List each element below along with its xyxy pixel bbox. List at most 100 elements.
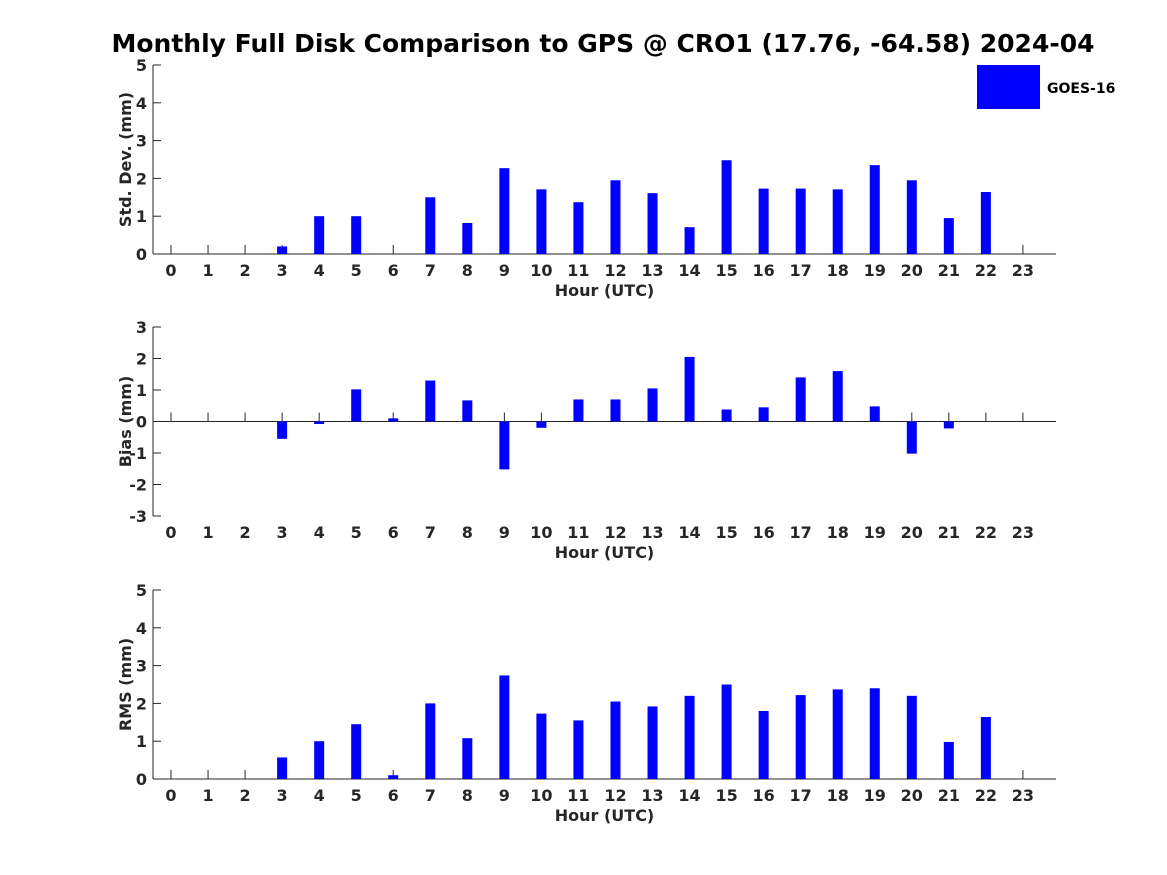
x-tick-label: 4 <box>314 261 325 280</box>
y-axis-label: Std. Dev. (mm) <box>116 92 135 227</box>
bar <box>758 407 769 422</box>
bar <box>314 421 325 425</box>
bar <box>536 189 547 254</box>
bar <box>758 710 769 779</box>
x-tick-label: 10 <box>530 261 552 280</box>
bar <box>425 380 436 422</box>
y-axis-label: RMS (mm) <box>116 638 135 731</box>
y-tick-label: 2 <box>136 694 147 713</box>
y-tick-label: 4 <box>136 94 147 113</box>
bar <box>462 400 473 422</box>
x-tick-label: 21 <box>938 786 960 805</box>
y-tick-label: 0 <box>136 245 147 264</box>
y-tick-label: 0 <box>136 413 147 432</box>
x-tick-label: 2 <box>240 261 251 280</box>
bar <box>943 741 954 779</box>
x-tick-label: 7 <box>425 261 436 280</box>
bar <box>314 741 325 779</box>
bar <box>906 695 917 779</box>
bar <box>462 738 473 779</box>
bar <box>610 701 621 779</box>
bar <box>980 192 991 254</box>
bar <box>684 356 695 422</box>
bar <box>906 180 917 254</box>
y-tick-label: 0 <box>136 770 147 789</box>
x-tick-label: 19 <box>864 261 886 280</box>
bar <box>499 421 510 470</box>
x-tick-label: 8 <box>462 786 473 805</box>
bar <box>832 689 843 779</box>
y-tick-label: 4 <box>136 619 147 638</box>
bar <box>721 684 732 779</box>
x-tick-label: 18 <box>827 786 849 805</box>
bar <box>499 675 510 779</box>
bar <box>647 193 658 254</box>
x-tick-label: 13 <box>641 261 663 280</box>
bar <box>906 421 917 454</box>
x-tick-label: 1 <box>202 786 213 805</box>
y-axis-label: Bias (mm) <box>116 376 135 468</box>
bar <box>721 409 732 422</box>
x-tick-label: 17 <box>790 261 812 280</box>
x-tick-label: 22 <box>975 523 997 542</box>
x-axis-label: Hour (UTC) <box>555 281 655 300</box>
bar <box>425 197 436 254</box>
y-tick-label: 3 <box>136 132 147 151</box>
x-tick-label: 7 <box>425 523 436 542</box>
x-tick-label: 1 <box>202 261 213 280</box>
x-axis-label: Hour (UTC) <box>555 543 655 562</box>
x-tick-label: 6 <box>388 523 399 542</box>
x-tick-label: 23 <box>1012 523 1034 542</box>
x-tick-label: 19 <box>864 786 886 805</box>
y-tick-label: 1 <box>136 381 147 400</box>
x-tick-label: 16 <box>753 786 775 805</box>
bar <box>610 399 621 422</box>
bar <box>351 216 362 254</box>
bar <box>462 223 473 254</box>
x-tick-label: 1 <box>202 523 213 542</box>
bar <box>647 388 658 422</box>
x-tick-label: 3 <box>277 523 288 542</box>
bar <box>277 421 288 439</box>
bar <box>758 188 769 254</box>
bar <box>351 724 362 779</box>
x-tick-label: 13 <box>641 786 663 805</box>
y-tick-label: -1 <box>129 444 147 463</box>
x-tick-label: 13 <box>641 523 663 542</box>
y-tick-label: 1 <box>136 207 147 226</box>
x-tick-label: 0 <box>165 786 176 805</box>
x-tick-label: 2 <box>240 523 251 542</box>
y-tick-label: -2 <box>129 476 147 495</box>
x-tick-label: 10 <box>530 523 552 542</box>
y-tick-label: -3 <box>129 507 147 526</box>
bar <box>684 227 695 254</box>
x-tick-label: 16 <box>753 523 775 542</box>
bar <box>351 389 362 422</box>
x-tick-label: 16 <box>753 261 775 280</box>
x-tick-label: 11 <box>567 261 589 280</box>
x-tick-label: 4 <box>314 786 325 805</box>
bar <box>869 165 880 254</box>
x-tick-label: 14 <box>678 786 700 805</box>
x-tick-label: 21 <box>938 523 960 542</box>
x-tick-label: 8 <box>462 261 473 280</box>
x-tick-label: 14 <box>678 261 700 280</box>
bar <box>795 188 806 254</box>
x-tick-label: 7 <box>425 786 436 805</box>
x-tick-label: 8 <box>462 523 473 542</box>
x-tick-label: 17 <box>790 523 812 542</box>
x-tick-label: 15 <box>715 523 737 542</box>
y-tick-label: 1 <box>136 732 147 751</box>
bar <box>425 703 436 779</box>
x-tick-label: 22 <box>975 261 997 280</box>
x-tick-label: 12 <box>604 523 626 542</box>
y-tick-label: 2 <box>136 169 147 188</box>
x-tick-label: 0 <box>165 261 176 280</box>
y-tick-label: 5 <box>136 56 147 75</box>
x-tick-label: 14 <box>678 523 700 542</box>
x-tick-label: 20 <box>901 786 923 805</box>
